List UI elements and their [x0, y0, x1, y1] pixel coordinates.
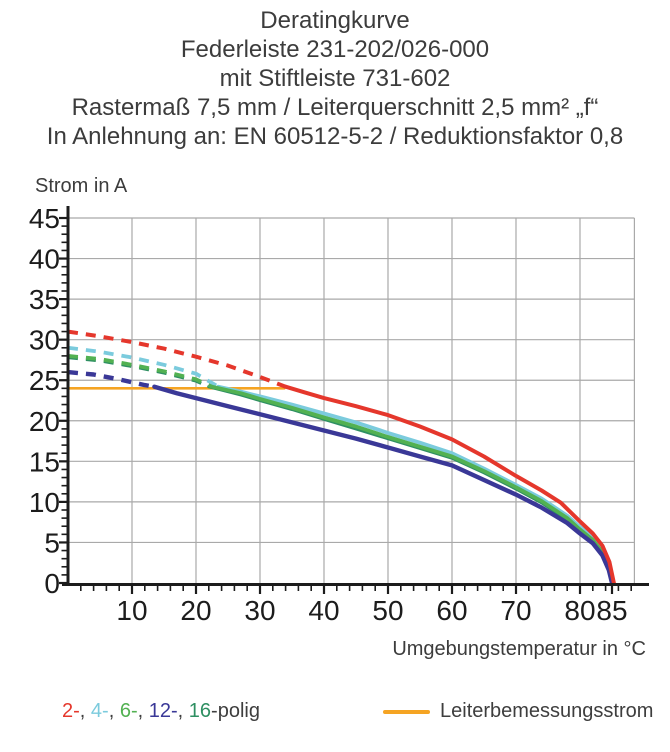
x-tick-label: 85: [596, 595, 627, 626]
legend-separator: ,: [108, 700, 120, 722]
y-tick-label: 5: [44, 527, 60, 558]
tick-labels: 10 20 30 40 50 60 70 80 85 0 5 10 15 20 25 30 35 40 45: [29, 203, 628, 626]
legend-pole-16: 16: [188, 700, 212, 722]
rated-line-label: Leiterbemessungsstrom: [440, 700, 654, 722]
y-tick-label: 30: [29, 325, 60, 356]
curve-2-polig: [67, 329, 616, 585]
curve-6-polig: [67, 354, 615, 585]
y-tick-label: 20: [29, 406, 60, 437]
title-line-2: Federleiste 231-202/026-000: [180, 36, 490, 63]
title-line-4: Rastermaß 7,5 mm / Leiterquerschnitt 2,5…: [71, 94, 599, 121]
chart-title: Deratingkurve Federleiste 231-202/026-00…: [0, 6, 670, 151]
grid: [68, 217, 636, 583]
y-tick-label: 10: [29, 487, 60, 518]
axes: [62, 206, 649, 586]
x-tick-label: 50: [372, 595, 403, 626]
legend-pole-6: 6-: [119, 700, 138, 722]
y-tick-label: 0: [44, 568, 60, 599]
curve-12-polig: [67, 369, 615, 586]
y-tick-label: 35: [29, 284, 60, 315]
y-tick-label: 25: [29, 365, 60, 396]
y-tick-label: 15: [29, 446, 60, 477]
title-line-3: mit Stiftleiste 731-602: [219, 65, 451, 92]
y-axis-title: Strom in A: [35, 175, 128, 197]
x-tick-label: 30: [244, 595, 275, 626]
rated-line-swatch: [383, 709, 430, 714]
x-axis-title: Umgebungstemperatur in °C: [392, 638, 646, 660]
x-tick-label: 10: [116, 595, 147, 626]
title-line-5: In Anlehnung an: EN 60512-5-2 / Reduktio…: [46, 123, 624, 150]
legend-separator: ,: [137, 700, 149, 722]
y-tick-label: 45: [29, 203, 60, 234]
ticks: [59, 216, 633, 594]
legend-pole-suffix: -polig: [211, 700, 260, 722]
legend-separator: ,: [79, 700, 91, 722]
legend-pole-4: 4-: [90, 700, 109, 722]
y-tick-label: 40: [29, 244, 60, 275]
x-tick-label: 80: [564, 595, 595, 626]
x-tick-label: 70: [500, 595, 531, 626]
x-tick-label: 20: [180, 595, 211, 626]
legend-separator: ,: [177, 700, 189, 722]
curve-16-polig: [67, 355, 614, 585]
legend-pole-12: 12-: [148, 700, 178, 722]
legend-rated: Leiterbemessungsstrom: [383, 700, 653, 723]
x-tick-label: 40: [308, 595, 339, 626]
curve-4-polig: [67, 345, 615, 585]
title-line-1: Deratingkurve: [260, 7, 410, 34]
legend-poles: 2-, 4-, 6-, 12-, 16-polig: [62, 700, 260, 723]
legend-pole-2: 2-: [62, 700, 80, 722]
x-tick-label: 60: [436, 595, 467, 626]
